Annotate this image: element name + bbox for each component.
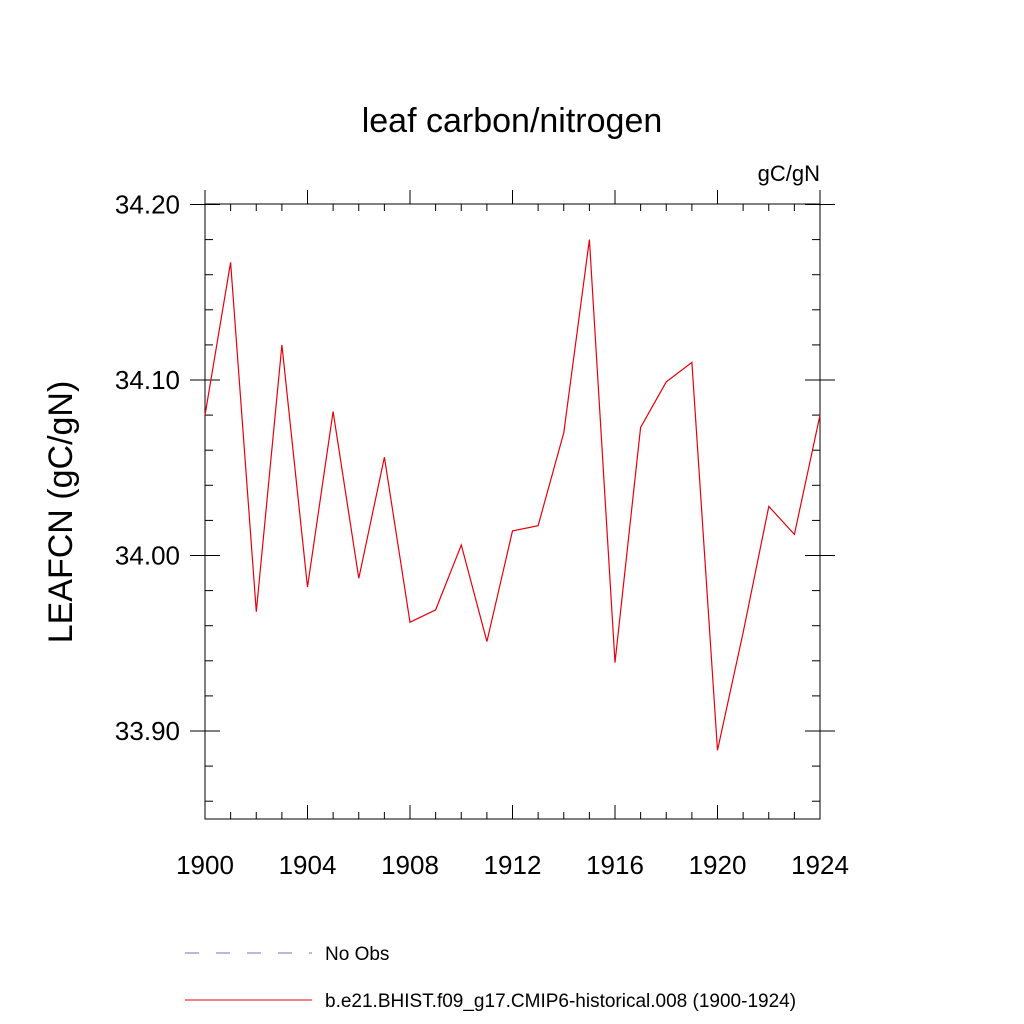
y-tick-label: 34.10 — [115, 365, 180, 395]
x-tick-label: 1916 — [586, 850, 644, 880]
x-tick-label: 1924 — [791, 850, 849, 880]
y-axis-label: LEAFCN (gC/gN) — [42, 381, 80, 644]
y-tick-label: 34.00 — [115, 541, 180, 571]
y-tick-label: 34.20 — [115, 190, 180, 220]
chart-title: leaf carbon/nitrogen — [362, 102, 663, 140]
y-tick-label: 33.90 — [115, 716, 180, 746]
legend: No Obs b.e21.BHIST.f09_g17.CMIP6-histori… — [185, 944, 796, 1012]
x-tick-label: 1920 — [689, 850, 747, 880]
x-tick-labels: 1900 1904 1908 1912 1916 1920 1924 — [176, 850, 849, 880]
series-line-1 — [204, 239, 821, 751]
legend-label-model: b.e21.BHIST.f09_g17.CMIP6-historical.008… — [325, 991, 796, 1012]
x-tick-label: 1912 — [484, 850, 542, 880]
legend-label-no-obs: No Obs — [325, 944, 389, 965]
x-tick-label: 1908 — [381, 850, 439, 880]
series-layer — [204, 239, 821, 751]
x-tick-label: 1900 — [176, 850, 234, 880]
x-tick-label: 1904 — [279, 850, 337, 880]
y-tick-labels: 33.90 34.00 34.10 34.20 — [115, 190, 180, 747]
plot-frame — [204, 203, 821, 820]
axis-ticks — [190, 190, 835, 819]
units-label: gC/gN — [758, 161, 820, 186]
